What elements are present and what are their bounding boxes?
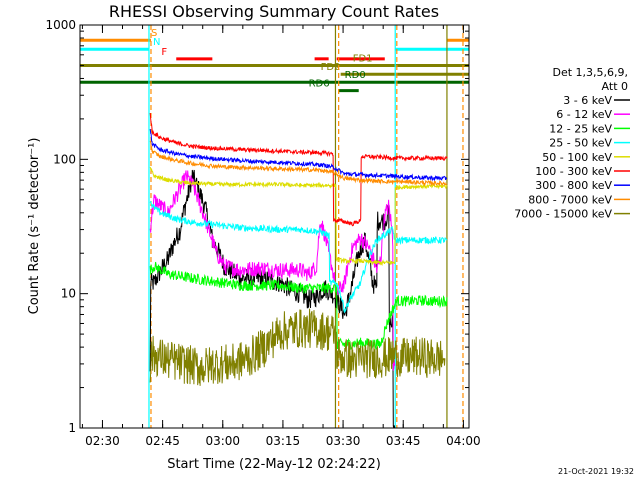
x-tick-label-6: 03:45 bbox=[386, 434, 421, 448]
series-line-7 bbox=[149, 129, 448, 182]
series-line-4 bbox=[149, 201, 448, 314]
x-tick-label-3: 03:00 bbox=[205, 434, 240, 448]
legend-label-4: 25 - 50 keV bbox=[549, 137, 612, 150]
flag-label-fd1: FD1 bbox=[353, 53, 373, 64]
x-tick-label-7: 04:00 bbox=[446, 434, 481, 448]
x-tick-label-1: 02:30 bbox=[85, 434, 120, 448]
legend-header-line-1: Det 1,3,5,6,9, bbox=[552, 66, 628, 79]
flag-label-rd6: RD6 bbox=[309, 79, 330, 90]
series-line-1 bbox=[149, 169, 396, 429]
flag-label-n: N bbox=[153, 37, 160, 48]
legend-label-3: 12 - 25 keV bbox=[549, 122, 612, 135]
series-lines bbox=[149, 112, 448, 429]
series-line-6 bbox=[149, 112, 448, 227]
flag-label-s: S bbox=[151, 28, 157, 39]
legend-label-1: 3 - 6 keV bbox=[563, 94, 612, 107]
x-tick-label-4: 03:15 bbox=[266, 434, 301, 448]
axes: 02:30 02:45 03:00 03:15 03:30 03:45 04:00 1 10 10… bbox=[45, 18, 480, 448]
legend-header-line-2: Att 0 bbox=[602, 80, 628, 93]
y-tick-label-1: 1 bbox=[68, 421, 76, 435]
series-line-5 bbox=[149, 166, 448, 267]
series-line-2 bbox=[149, 170, 396, 371]
legend-label-9: 7000 - 15000 keV bbox=[514, 208, 612, 221]
series-line-9 bbox=[149, 308, 446, 386]
plot-frame bbox=[79, 24, 470, 429]
legend-label-7: 300 - 800 keV bbox=[535, 179, 612, 192]
flag-label-f: F bbox=[161, 47, 167, 58]
date-stamp: 21-Oct-2021 19:32 bbox=[558, 467, 634, 476]
vertical-markers bbox=[148, 25, 464, 428]
x-tick-label-5: 03:30 bbox=[326, 434, 361, 448]
legend-label-8: 800 - 7000 keV bbox=[528, 193, 612, 206]
x-tick-label-2: 02:45 bbox=[145, 434, 180, 448]
legend-label-2: 6 - 12 keV bbox=[556, 108, 612, 121]
y-axis-label: Count Rate (s⁻¹ detector⁻¹) bbox=[27, 138, 42, 315]
flag-label-fd2: FD2 bbox=[321, 62, 341, 73]
y-tick-label-4: 1000 bbox=[45, 18, 76, 32]
chart-title: RHESSI Observing Summary Count Rates bbox=[109, 2, 439, 21]
legend-label-6: 100 - 300 keV bbox=[535, 165, 612, 178]
y-tick-label-3: 100 bbox=[53, 152, 76, 166]
series-line-8 bbox=[149, 140, 448, 187]
x-axis-label: Start Time (22-May-12 02:24:22) bbox=[167, 457, 381, 472]
series-line-3 bbox=[149, 261, 448, 350]
flag-label-rd0: RD0 bbox=[345, 70, 366, 81]
y-tick-label-2: 10 bbox=[61, 287, 76, 301]
legend-label-5: 50 - 100 keV bbox=[542, 151, 612, 164]
flag-bars: SNF FD1 FD2 RD0 RD6 bbox=[80, 28, 469, 93]
